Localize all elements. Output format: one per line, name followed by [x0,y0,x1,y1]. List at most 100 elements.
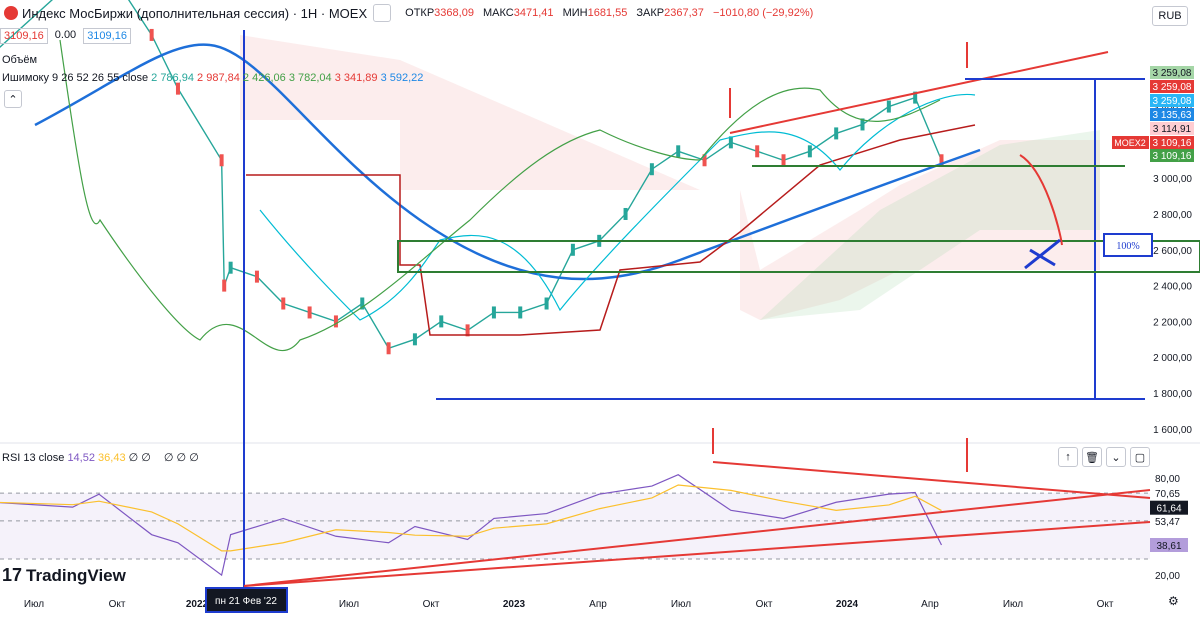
price-candle [222,279,227,292]
low-value: 1681,55 [587,7,628,19]
open-label: ОТКР [405,7,435,19]
trend-line-red [729,51,1109,134]
change-value: −1010,80 (−29,92%) [712,7,814,19]
ohlc-readout: ОТКР3368,09 МАКС3471,41 МИН1681,55 ЗАКР2… [405,7,819,19]
rsi-ma-line [0,484,942,552]
price-candle [333,315,338,328]
measure-box [1103,233,1153,257]
currency-label: RUB [1158,10,1182,22]
price-axis-label [1150,149,1194,162]
ichimoku-value: 2 786,94 [151,72,194,84]
price-candle [360,297,365,310]
open-value: 3368,09 [434,7,474,19]
ichimoku-value: 2 987,84 [197,72,240,84]
rsi-series-line [0,474,943,577]
currency-selector[interactable]: RUB [1152,6,1188,26]
low-label: МИН [562,7,588,19]
rsi-tick-label: 70,65 [1155,489,1180,500]
price-candle [702,154,707,167]
price-tick-label: 1 600,00 [1153,425,1192,436]
collapse-pane-icon[interactable]: ⌄ [1106,447,1126,467]
delete-icon[interactable]: 🗑 [1082,447,1102,467]
quick-trade-bar[interactable]: 3109,16 0.00 3109,16 [0,28,131,44]
price-candle [307,306,312,319]
price-candle [439,315,444,328]
ichimoku-lagging-line [59,39,941,352]
price-tick-label: 1 800,00 [1153,389,1192,400]
price-axis-label [1150,108,1194,121]
cursor-date-box [205,587,288,613]
rsi-legend[interactable]: RSI 13 close 14,52 36,43 ∅ ∅ ∅ ∅ ∅ [2,451,199,464]
price-axis-label-text: 3 259,08 [1153,82,1192,93]
time-axis-label: 2023 [503,599,526,610]
time-axis-label: Окт [109,599,126,610]
watermark-text: TradingView [26,566,126,585]
rsi-trend-line [243,489,1151,587]
price-candle [386,342,391,355]
move-up-icon[interactable]: ↑ [1058,447,1078,467]
price-axis-label-text: 3 109,16 [1153,138,1192,149]
price-candle [149,28,154,41]
bid-price[interactable]: 3109,16 [0,28,48,44]
tradingview-logo-icon: 17 [2,565,23,585]
rsi-trend-line [243,521,1151,587]
price-tick-label: 2 200,00 [1153,317,1192,328]
price-candle [886,100,891,113]
ichimoku-label: Ишимоку 9 26 52 26 55 close [2,72,149,84]
moex-logo-icon [4,6,18,20]
rsi-trend-line [712,461,1151,499]
spread-value: 0.00 [54,29,77,41]
chart-header: Индекс МосБиржи (дополнительная сессия) … [0,0,1200,26]
price-axis-label [1150,122,1194,135]
time-axis-label: Окт [423,599,440,610]
price-axis-label [1150,66,1194,79]
volume-legend[interactable]: Объём [2,54,38,66]
time-axis-label: Июл [671,599,691,610]
price-candle [939,154,944,167]
price-tick-label: 2 400,00 [1153,282,1192,293]
ichimoku-cloud [180,35,1100,320]
rsi-label: RSI 13 close [2,452,65,464]
price-tick-label: 2 800,00 [1153,210,1192,221]
pane-tools: ↑ 🗑 ⌄ ▢ [1058,447,1150,467]
time-axis-label: Апр [921,599,939,610]
tradingview-watermark: 17 TradingView [2,565,126,586]
compare-icon[interactable] [373,4,392,22]
rsi-value: 14,52 [67,452,95,464]
time-axis-label: Июл [24,599,44,610]
price-candle [465,324,470,337]
high-label: МАКС [483,7,514,19]
price-axis-label [1150,94,1194,107]
price-candle [755,145,760,158]
rsi-ma-value: 36,43 [98,452,126,464]
ichimoku-legend[interactable]: Ишимоку 9 26 52 26 55 close 2 786,94 2 9… [2,72,423,84]
settings-gear-icon[interactable]: ⚙ [1168,594,1179,608]
price-candle [807,145,812,158]
price-candle [281,297,286,310]
rsi-band [0,493,1150,559]
rsi-tick-label: 80,00 [1155,474,1180,485]
rsi-axis-label-text: 38,61 [1156,541,1181,552]
price-candle [570,243,575,256]
price-axis-label-text: 3 109,16 [1153,151,1192,162]
price-candle [676,145,681,158]
ask-price[interactable]: 3109,16 [83,28,131,44]
price-candle [544,297,549,310]
price-axis-label-text: 3 114,91 [1153,124,1192,135]
ichimoku-value: 3 782,04 [288,72,332,84]
ichimoku-value: 3 341,89 [334,72,378,84]
collapse-legend-icon[interactable]: ⌃ [4,90,22,108]
ichimoku-cloud [760,130,1100,320]
symbol-title[interactable]: Индекс МосБиржи (дополнительная сессия) … [22,5,368,21]
maximize-pane-icon[interactable]: ▢ [1130,447,1150,467]
price-axis-label-text: 3 259,08 [1153,96,1192,107]
price-candle [412,333,417,346]
time-axis-label: Июл [1003,599,1023,610]
rsi-tick-label: 20,00 [1155,571,1180,582]
price-candle [491,306,496,319]
price-candle [860,118,865,131]
moex2-tag-text: MOEX2 [1114,138,1146,148]
price-candle [254,270,259,283]
price-candle [175,82,180,95]
